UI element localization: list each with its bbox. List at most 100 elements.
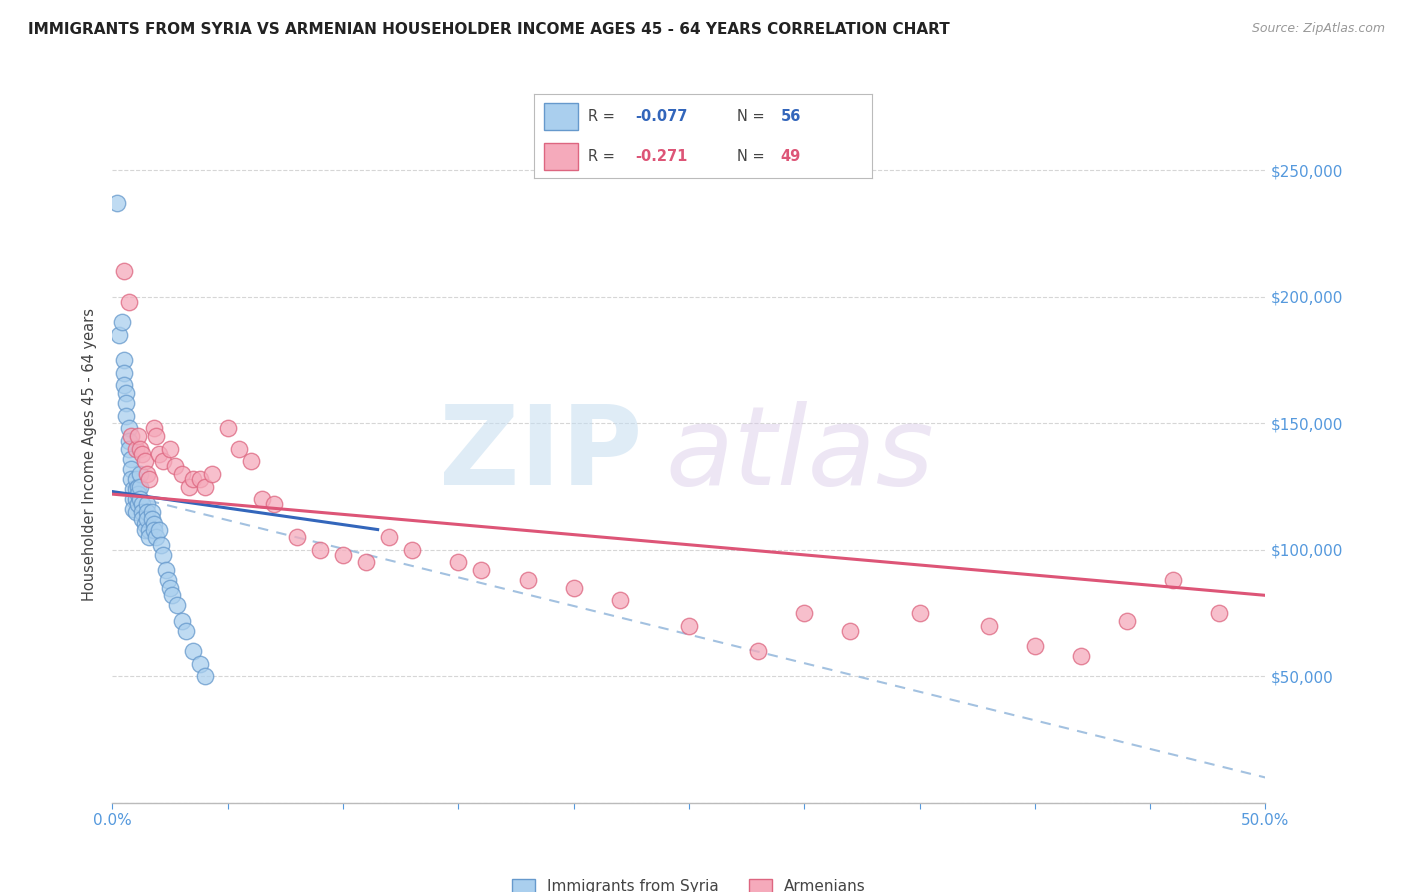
Point	[122, 492, 145, 507]
Point	[124, 482, 146, 496]
Point	[1161, 573, 1184, 587]
Point	[174, 624, 197, 638]
Point	[977, 618, 1000, 632]
Point	[1070, 648, 1092, 663]
Point	[309, 542, 332, 557]
Point	[181, 472, 204, 486]
Point	[678, 618, 700, 632]
Point	[136, 467, 159, 481]
Point	[134, 523, 156, 537]
Point	[181, 644, 204, 658]
Point	[145, 429, 167, 443]
Point	[120, 451, 142, 466]
Point	[138, 523, 160, 537]
Point	[122, 482, 145, 496]
Point	[134, 454, 156, 468]
Text: R =: R =	[588, 109, 620, 124]
Text: -0.271: -0.271	[636, 149, 688, 164]
Point	[170, 467, 193, 481]
Text: R =: R =	[588, 149, 620, 164]
Point	[163, 459, 186, 474]
Point	[263, 497, 285, 511]
Point	[252, 492, 274, 507]
Point	[447, 556, 470, 570]
Point	[117, 434, 139, 448]
Point	[129, 442, 152, 456]
Point	[839, 624, 862, 638]
Point	[354, 556, 377, 570]
Point	[129, 479, 152, 493]
Point	[516, 573, 538, 587]
Point	[127, 497, 149, 511]
Text: 49: 49	[780, 149, 801, 164]
Point	[115, 409, 138, 423]
Point	[152, 454, 174, 468]
Point	[188, 472, 211, 486]
Point	[122, 502, 145, 516]
Point	[155, 563, 177, 577]
Point	[285, 530, 308, 544]
Point	[131, 497, 153, 511]
Bar	[544, 103, 578, 130]
Point	[793, 606, 815, 620]
Point	[201, 467, 224, 481]
Point	[143, 523, 166, 537]
Point	[124, 442, 146, 456]
Point	[129, 492, 152, 507]
Point	[1116, 614, 1139, 628]
Point	[239, 454, 262, 468]
Point	[117, 442, 139, 456]
Point	[166, 599, 188, 613]
Point	[117, 421, 139, 435]
Point	[401, 542, 423, 557]
Point	[141, 505, 163, 519]
Point	[138, 530, 160, 544]
Point	[152, 548, 174, 562]
Bar	[544, 143, 578, 169]
Point	[149, 538, 172, 552]
Point	[194, 479, 217, 493]
Point	[170, 614, 193, 628]
Point	[194, 669, 217, 683]
Point	[112, 366, 135, 380]
Text: IMMIGRANTS FROM SYRIA VS ARMENIAN HOUSEHOLDER INCOME AGES 45 - 64 YEARS CORRELAT: IMMIGRANTS FROM SYRIA VS ARMENIAN HOUSEH…	[28, 22, 950, 37]
Point	[162, 588, 184, 602]
Point	[332, 548, 354, 562]
Point	[136, 505, 159, 519]
Point	[136, 512, 159, 526]
Point	[143, 421, 166, 435]
Y-axis label: Householder Income Ages 45 - 64 years: Householder Income Ages 45 - 64 years	[82, 309, 97, 601]
Point	[120, 429, 142, 443]
Point	[148, 447, 170, 461]
Point	[156, 573, 179, 587]
Point	[908, 606, 931, 620]
Point	[228, 442, 250, 456]
Point	[105, 196, 128, 211]
Point	[747, 644, 769, 658]
Point	[108, 327, 131, 342]
Text: atlas: atlas	[666, 401, 935, 508]
Point	[112, 264, 135, 278]
Point	[112, 378, 135, 392]
Point	[159, 581, 181, 595]
Legend: Immigrants from Syria, Armenians: Immigrants from Syria, Armenians	[506, 873, 872, 892]
Point	[111, 315, 134, 329]
Point	[217, 421, 239, 435]
Point	[378, 530, 401, 544]
Text: ZIP: ZIP	[440, 401, 643, 508]
Text: N =: N =	[737, 149, 769, 164]
Point	[131, 505, 153, 519]
Text: N =: N =	[737, 109, 769, 124]
Point	[1024, 639, 1046, 653]
Point	[115, 396, 138, 410]
Point	[470, 563, 492, 577]
Point	[134, 517, 156, 532]
Point	[138, 472, 160, 486]
Point	[120, 472, 142, 486]
Point	[124, 472, 146, 486]
Point	[129, 467, 152, 481]
Point	[136, 497, 159, 511]
Point	[177, 479, 200, 493]
Point	[609, 593, 631, 607]
Point	[141, 512, 163, 526]
